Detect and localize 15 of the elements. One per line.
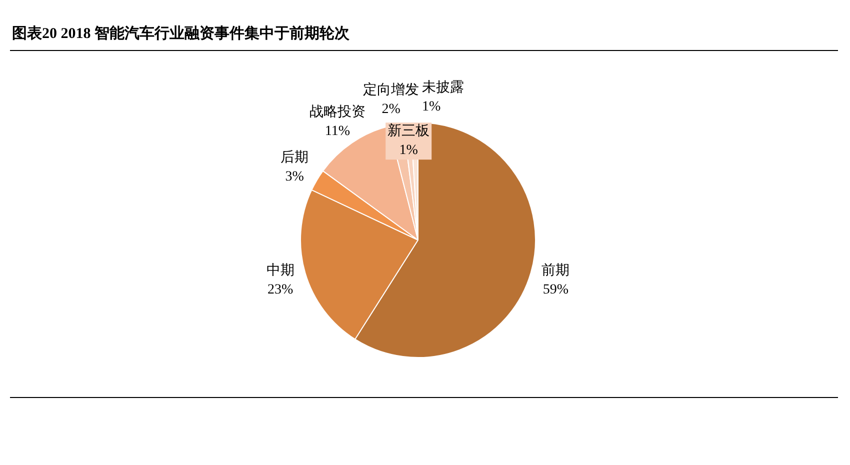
data-label: 1% xyxy=(422,99,441,114)
chart-title: 图表20 2018 智能汽车行业融资事件集中于前期轮次 xyxy=(12,24,350,43)
slice-label: 后期 xyxy=(280,150,309,166)
data-label: 11% xyxy=(324,124,350,140)
slice-label: 战略投资 xyxy=(309,104,366,120)
slice-label: 未披露 xyxy=(422,79,464,96)
data-label: 23% xyxy=(268,282,294,298)
data-label: 59% xyxy=(542,282,569,298)
data-label: 1% xyxy=(399,143,418,158)
slice-label: 新三板 xyxy=(388,123,430,140)
slice-label: 中期 xyxy=(266,262,294,279)
slice-label: 定向增发 xyxy=(363,82,420,98)
data-label: 2% xyxy=(382,102,401,117)
slice-label: 前期 xyxy=(542,262,570,279)
data-label: 3% xyxy=(285,170,304,185)
